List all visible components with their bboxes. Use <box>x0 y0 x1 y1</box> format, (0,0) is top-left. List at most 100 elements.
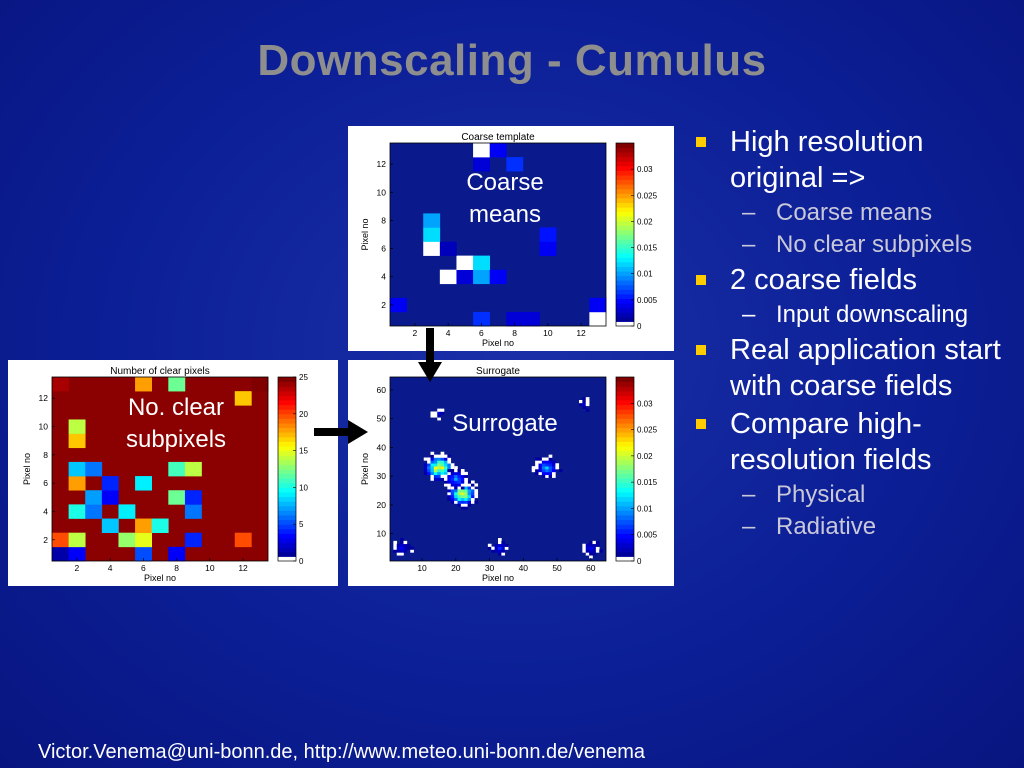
y-tick-label: 12 <box>377 159 387 169</box>
heatmap-cell <box>440 408 445 412</box>
heatmap-cell <box>471 494 475 499</box>
heatmap-cell <box>585 402 590 407</box>
plot-border <box>389 142 607 327</box>
colorbar-segment <box>278 409 296 415</box>
heatmap-cell <box>396 552 401 556</box>
heatmap-cell <box>464 477 468 481</box>
y-tick-label: 50 <box>377 414 387 424</box>
heatmap-cell <box>558 469 563 473</box>
colorbar-segment <box>616 225 634 231</box>
y-tick-label: 2 <box>381 300 386 310</box>
colorbar-segment <box>616 165 634 171</box>
colorbar-segment <box>616 293 634 300</box>
heatmap-cell <box>447 469 452 473</box>
heatmap-cell <box>582 400 587 404</box>
heatmap-cell <box>450 497 455 501</box>
colorbar-segment <box>616 261 634 268</box>
heatmap-cell <box>447 463 452 467</box>
heatmap-cell <box>474 483 479 487</box>
colorbar-segment <box>616 432 634 438</box>
heatmap-cell <box>456 255 474 270</box>
heatmap-cell <box>460 469 465 473</box>
heatmap-cell <box>234 391 252 406</box>
colorbar-segment <box>616 487 634 493</box>
colorbar-tick-label: 0.015 <box>637 478 658 487</box>
colorbar-segment <box>278 478 296 484</box>
heatmap-cell <box>464 506 468 510</box>
colorbar-segment <box>616 427 634 433</box>
colorbar-segment <box>616 257 634 263</box>
colorbar-segment <box>278 418 296 424</box>
heatmap-cell <box>460 486 465 490</box>
arrow-right-icon <box>314 420 368 444</box>
clear-pixels-chart: Number of clear pixels 2 4 6 8 10 12 2 4 6 8 10 12 Pi… <box>22 366 308 583</box>
colorbar-segment <box>616 446 634 452</box>
heatmap-cell <box>491 546 495 550</box>
heatmap-cell <box>400 552 404 556</box>
heatmap-cell <box>447 480 452 484</box>
colorbar-segment <box>278 533 296 539</box>
heatmap-cell <box>538 469 543 473</box>
colorbar-segment <box>616 459 634 465</box>
heatmap-cell <box>430 477 435 481</box>
heatmap-cell <box>501 546 506 550</box>
heatmap-cell <box>406 543 411 547</box>
colorbar-segment <box>278 381 296 387</box>
colorbar-segment <box>278 473 296 479</box>
heatmap-cell <box>504 546 509 550</box>
heatmap-cell <box>487 543 492 547</box>
colorbar-segment <box>616 211 634 217</box>
colorbar-tick-label: 0 <box>637 322 642 331</box>
heatmap-cell <box>437 474 441 478</box>
colorbar-segment <box>616 505 634 511</box>
heatmap-cell <box>433 466 438 470</box>
heatmap-cell <box>423 469 428 473</box>
bullet-marker-icon <box>696 275 706 285</box>
heatmap-cell <box>467 489 472 493</box>
heatmap-cell <box>440 466 445 470</box>
heatmap-cell <box>501 552 506 556</box>
heatmap-cell <box>585 397 590 401</box>
heatmap-cell <box>440 474 445 478</box>
sub-bullet-item: – Physical <box>742 481 866 508</box>
heatmap-cell <box>437 411 441 415</box>
heatmap-cell <box>471 480 475 484</box>
heatmap-cell <box>467 483 472 487</box>
heatmap-cell <box>589 555 593 559</box>
heatmap-cell <box>592 546 597 550</box>
heatmap-cell <box>68 546 86 562</box>
heatmap-cell <box>522 311 540 327</box>
heatmap-cell <box>430 463 435 467</box>
colorbar-segment <box>616 271 634 277</box>
bullet-marker-icon <box>696 137 706 147</box>
colorbar-segment <box>616 547 634 553</box>
heatmap-cell <box>444 457 448 461</box>
heatmap-cell <box>474 492 479 496</box>
heatmap-cell <box>450 471 455 476</box>
sub-bullet-item: – No clear subpixels <box>742 231 973 258</box>
heatmap-cell <box>52 377 69 392</box>
heatmap-cell <box>460 503 465 507</box>
heatmap-cell <box>447 494 452 499</box>
x-axis-label: Pixel no <box>144 573 176 583</box>
heatmap-cell <box>504 543 509 547</box>
heatmap-cell <box>440 411 445 415</box>
heatmap-cell <box>579 402 583 407</box>
colorbar-segment <box>278 423 296 429</box>
coarse-template-panel: Coarse template 2 4 6 8 10 12 2 4 6 8 10 12 Pixel no P… <box>348 126 674 351</box>
heatmap-cell <box>68 476 86 491</box>
colorbar-segment <box>278 395 296 401</box>
heatmap-cell <box>548 463 553 467</box>
heatmap-cell <box>450 477 455 481</box>
heatmap-cell <box>538 471 543 476</box>
heatmap-cell <box>464 471 468 476</box>
coarse-template-chart: Coarse template 2 4 6 8 10 12 2 4 6 8 10 12 Pixel no P… <box>360 132 658 348</box>
heatmap-cell <box>430 411 435 415</box>
heatmap-cell <box>85 504 103 519</box>
heatmap-cell <box>440 454 445 458</box>
heatmap-cell <box>118 532 136 548</box>
heatmap-cell <box>531 466 536 470</box>
colorbar-segment <box>616 423 634 429</box>
heatmap-cell <box>457 483 462 487</box>
heatmap-cell <box>440 469 445 473</box>
